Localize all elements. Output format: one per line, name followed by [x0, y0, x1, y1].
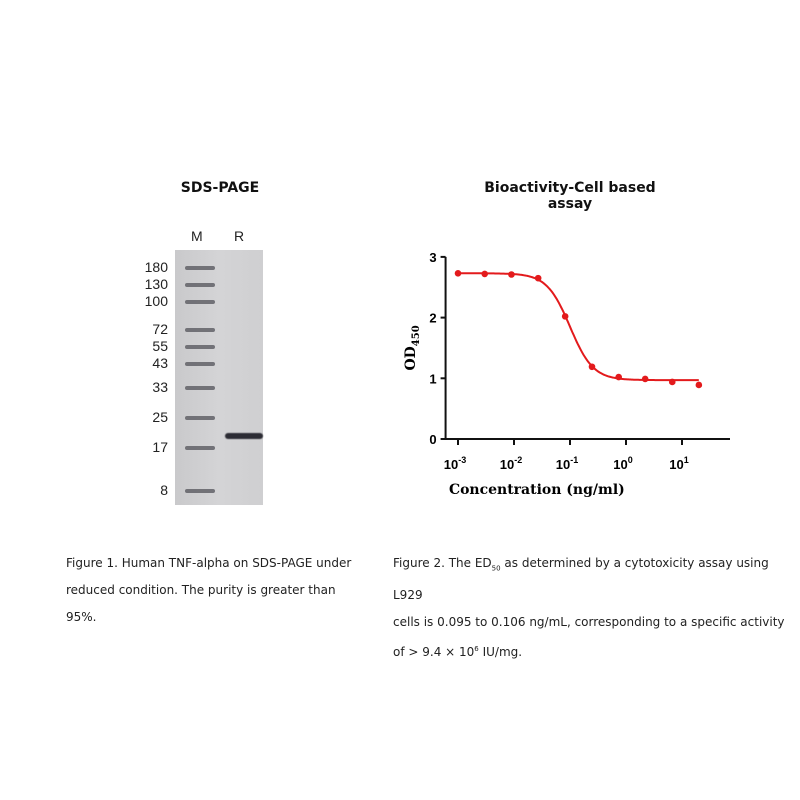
- marker-label: 55: [152, 338, 168, 354]
- data-point: [615, 373, 622, 381]
- tick-exp: -1: [570, 455, 578, 465]
- data-point: [508, 271, 515, 278]
- lane-label-r: R: [234, 228, 245, 244]
- marker-band: [185, 416, 215, 420]
- y-label-main: OD: [403, 346, 419, 370]
- caption-line: 95%.: [66, 610, 97, 624]
- marker-label: 100: [144, 293, 168, 309]
- caption-line: reduced condition. The purity is greater…: [66, 583, 336, 597]
- marker-label: 33: [152, 379, 168, 395]
- tick-exp: -2: [514, 455, 522, 465]
- tick-base: 10: [444, 457, 458, 472]
- caption-text: as determined by a cytotoxicity assay us…: [393, 556, 769, 603]
- x-tick-label: 10-1: [556, 455, 578, 472]
- marker-label: 17: [152, 439, 168, 455]
- caption-text: of > 9.4 × 10: [393, 645, 475, 660]
- fit-curve: [458, 272, 699, 382]
- marker-band: [185, 283, 215, 287]
- marker-label: 43: [152, 355, 168, 371]
- data-point: [454, 269, 462, 277]
- data-point: [534, 274, 542, 282]
- marker-band: [185, 328, 215, 332]
- x-tick-label: 10-3: [444, 455, 466, 472]
- caption-sup: 6: [474, 645, 479, 654]
- marker-label: 25: [152, 409, 168, 425]
- data-point: [588, 363, 596, 371]
- x-tick-label: 100: [613, 455, 632, 472]
- y-tick-label: 2: [429, 311, 436, 326]
- caption-text: IU/mg.: [478, 645, 523, 660]
- tick-exp: 0: [628, 455, 633, 465]
- marker-band: [185, 300, 215, 304]
- x-axis-label: Concentration (ng/ml): [449, 482, 625, 498]
- tick-base: 10: [613, 457, 627, 472]
- marker-band: [185, 345, 215, 349]
- caption-line: cells is 0.095 to 0.106 ng/mL, correspon…: [393, 615, 785, 630]
- y-tick-label: 0: [429, 432, 436, 447]
- marker-label: 72: [152, 321, 168, 337]
- data-point: [695, 381, 703, 389]
- lane-label-m: M: [191, 228, 203, 244]
- marker-label: 130: [144, 276, 168, 292]
- marker-band: [185, 446, 215, 450]
- tick-base: 10: [556, 457, 570, 472]
- data-point: [641, 375, 649, 383]
- tick-base: 10: [500, 457, 514, 472]
- y-label-sub: 450: [411, 325, 422, 346]
- figure1-caption: Figure 1. Human TNF-alpha on SDS-PAGE un…: [66, 550, 386, 631]
- caption-line: Figure 1. Human TNF-alpha on SDS-PAGE un…: [66, 556, 352, 570]
- y-axis-label: OD450: [403, 325, 422, 370]
- gel-title: SDS-PAGE: [180, 180, 260, 196]
- caption-text: Figure 2. The ED: [393, 556, 492, 570]
- marker-band: [185, 266, 215, 270]
- y-tick-label: 3: [429, 250, 436, 265]
- marker-band: [185, 362, 215, 366]
- chart-title: Bioactivity-Cell based assay: [484, 180, 656, 212]
- data-point: [561, 313, 569, 320]
- marker-band: [185, 386, 215, 390]
- tick-exp: -3: [458, 455, 466, 465]
- data-point: [481, 270, 489, 278]
- caption-sub: 50: [491, 564, 501, 573]
- tick-base: 10: [669, 457, 683, 472]
- marker-band: [185, 489, 215, 493]
- x-tick-label: 10-2: [500, 455, 522, 472]
- tick-exp: 1: [684, 455, 689, 465]
- marker-label: 8: [160, 482, 168, 498]
- marker-label: 180: [144, 259, 168, 275]
- x-tick-label: 101: [669, 455, 688, 472]
- figure2-caption: Figure 2. The ED50 as determined by a cy…: [393, 550, 793, 666]
- data-point: [668, 378, 676, 386]
- sample-band: [225, 433, 263, 439]
- gel-image: [175, 250, 263, 505]
- y-tick-label: 1: [429, 371, 436, 386]
